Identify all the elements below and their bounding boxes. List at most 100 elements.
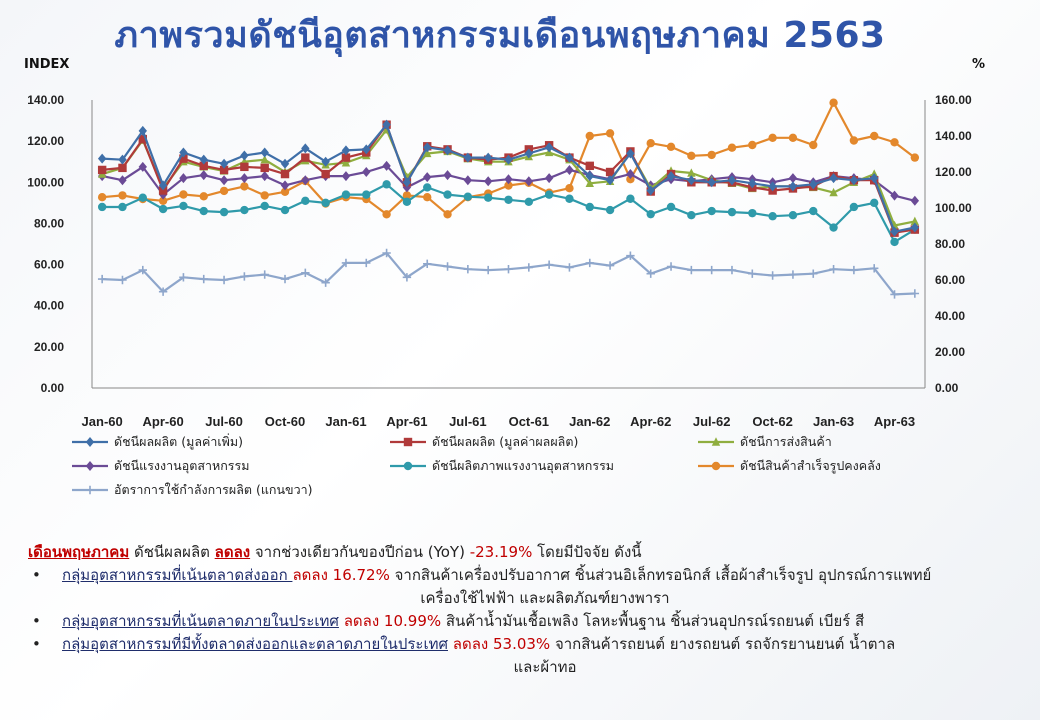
series-4-point — [179, 202, 187, 210]
series-5-point — [200, 192, 208, 200]
legend-item: ดัชนีสินค้าสำเร็จรูปคงคลัง — [696, 456, 881, 476]
y-left-tick-label: 20.00 — [34, 340, 64, 354]
x-tick-label: Oct-60 — [265, 414, 305, 429]
series-4-point — [789, 211, 797, 219]
mixed-group-text: จากสินค้ารถยนต์ ยางรถยนต์ รถจักรยานยนต์ … — [550, 635, 895, 653]
series-5-point — [220, 187, 228, 195]
legend-swatch-marker — [712, 462, 720, 470]
y-right-tick-label: 80.00 — [935, 237, 965, 251]
series-6-point — [789, 270, 797, 278]
series-6-point — [281, 275, 289, 283]
x-tick-label: Oct-62 — [752, 414, 792, 429]
export-group-text: จากสินค้าเครื่องปรับอากาศ ชิ้นส่วนอิเล็ก… — [390, 566, 931, 584]
x-tick-label: Jul-62 — [693, 414, 731, 429]
x-tick-label: Apr-63 — [874, 414, 915, 429]
series-4-point — [809, 207, 817, 215]
series-3-point — [911, 196, 919, 206]
y-left-tick-label: 120.00 — [27, 134, 64, 148]
series-4-point — [586, 203, 594, 211]
series-4-point — [626, 195, 634, 203]
series-3-point — [443, 170, 451, 180]
series-3-point — [240, 173, 248, 183]
series-4-point — [321, 199, 329, 207]
series-4-point — [728, 208, 736, 216]
series-4-point — [504, 196, 512, 204]
series-6-point — [220, 276, 228, 284]
series-3-point — [565, 165, 573, 175]
series-4-point — [443, 190, 451, 198]
legend-swatch-marker — [404, 438, 412, 446]
series-6-point — [748, 270, 756, 278]
series-3-point — [200, 170, 208, 180]
series-1-point — [586, 162, 594, 170]
x-tick-label: Jan-63 — [813, 414, 854, 429]
y-right-tick-label: 20.00 — [935, 345, 965, 359]
series-6-point — [464, 265, 472, 273]
series-0-point — [240, 151, 248, 161]
series-0-point — [98, 154, 106, 164]
series-4-point — [870, 199, 878, 207]
series-3-point — [362, 167, 370, 177]
summary-yoy-value: -23.19% — [470, 543, 533, 561]
domestic-group-label: กลุ่มอุตสาหกรรมที่เน้นตลาดภายในประเทศ — [62, 612, 339, 630]
series-5-point — [870, 132, 878, 140]
summary-month: เดือนพฤษภาคม — [28, 543, 129, 561]
x-tick-label: Apr-61 — [386, 414, 427, 429]
summary-bullet-3: • กลุ่มอุตสาหกรรมที่มีทั้งตลาดส่งออกและต… — [28, 633, 1028, 679]
series-4-point — [118, 203, 126, 211]
legend-item: ดัชนีผลิตภาพแรงงานอุตสาหกรรม — [388, 456, 614, 476]
series-5-point — [423, 193, 431, 201]
series-4-point — [301, 197, 309, 205]
series-6-point — [525, 263, 533, 271]
series-6-point — [911, 289, 919, 297]
series-6-point — [443, 262, 451, 270]
series-5-point — [667, 143, 675, 151]
export-group-label: กลุ่มอุตสาหกรรมที่เน้นตลาดส่งออก — [62, 566, 292, 584]
series-4-point — [362, 190, 370, 198]
domestic-group-value: ลดลง 10.99% — [339, 612, 441, 630]
y-right-tick-label: 0.00 — [935, 381, 959, 395]
series-6-point — [728, 266, 736, 274]
series-4-point — [139, 194, 147, 202]
legend-swatch — [388, 435, 428, 449]
series-5-point — [850, 136, 858, 144]
series-6-point — [362, 259, 370, 267]
summary-text: เดือนพฤษภาคม ดัชนีผลผลิต ลดลง จากช่วงเดี… — [28, 541, 1028, 679]
series-6-point — [260, 270, 268, 278]
y-left-tick-label: 80.00 — [34, 216, 64, 230]
series-4-point — [220, 208, 228, 216]
legend-swatch — [696, 435, 736, 449]
series-5-point — [179, 190, 187, 198]
y-right-tick-label: 100.00 — [935, 201, 972, 215]
series-4-point — [606, 206, 614, 214]
x-tick-label: Jan-61 — [325, 414, 366, 429]
series-6-point — [301, 269, 309, 277]
series-5-point — [98, 193, 106, 201]
summary-l1-c: โดยมีปัจจัย ดังนี้ — [532, 543, 641, 561]
series-4-point — [342, 190, 350, 198]
y-left-tick-label: 40.00 — [34, 299, 64, 313]
mixed-group-continued: และผ้าทอ — [62, 656, 1028, 679]
series-3-point — [118, 175, 126, 185]
series-5-point — [911, 153, 919, 161]
bullet-icon: • — [32, 633, 41, 656]
series-1-point — [281, 170, 289, 178]
series-6-point — [240, 272, 248, 280]
series-5-point — [118, 191, 126, 199]
series-5-point — [809, 141, 817, 149]
summary-bullet-1: • กลุ่มอุตสาหกรรมที่เน้นตลาดส่งออก ลดลง … — [28, 564, 1028, 610]
series-6-point — [768, 271, 776, 279]
series-4-point — [382, 180, 390, 188]
series-4-point — [98, 203, 106, 211]
export-group-value: ลดลง 16.72% — [292, 566, 389, 584]
legend-item: ดัชนีการส่งสินค้า — [696, 432, 832, 452]
series-4-point — [707, 207, 715, 215]
series-6-point — [98, 275, 106, 283]
legend-swatch-marker — [404, 462, 412, 470]
x-tick-label: Apr-62 — [630, 414, 671, 429]
y-right-tick-label: 60.00 — [935, 273, 965, 287]
x-tick-label: Jan-62 — [569, 414, 610, 429]
domestic-group-text: สินค้าน้ำมันเชื้อเพลิง โลหะพื้นฐาน ชิ้นส… — [441, 612, 864, 630]
series-5-point — [565, 184, 573, 192]
series-4-point — [829, 223, 837, 231]
